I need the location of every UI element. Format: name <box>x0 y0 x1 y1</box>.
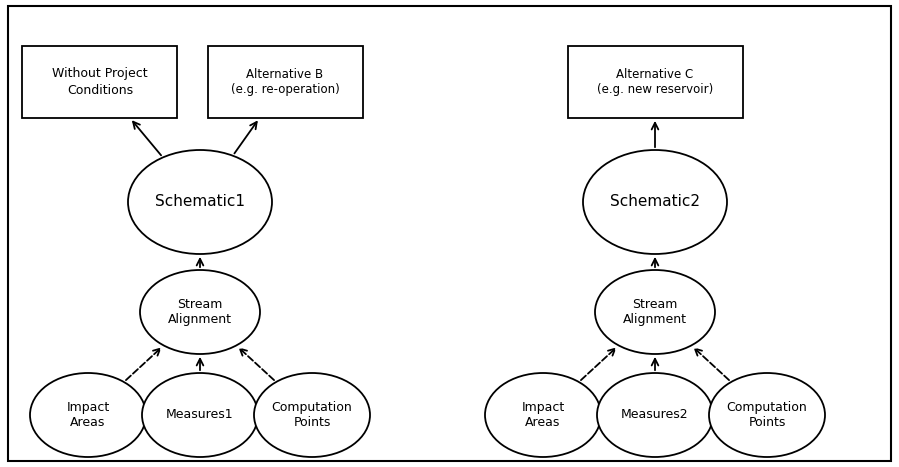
Text: Stream
Alignment: Stream Alignment <box>168 297 232 326</box>
Text: Stream
Alignment: Stream Alignment <box>623 297 687 326</box>
Text: Measures1: Measures1 <box>166 409 234 422</box>
Ellipse shape <box>140 270 260 354</box>
Text: Impact
Areas: Impact Areas <box>521 401 565 430</box>
Ellipse shape <box>597 373 713 457</box>
Ellipse shape <box>595 270 715 354</box>
Text: Schematic2: Schematic2 <box>610 194 700 210</box>
Ellipse shape <box>254 373 370 457</box>
Bar <box>567 46 743 118</box>
Text: Impact
Areas: Impact Areas <box>67 401 110 430</box>
Text: Measures2: Measures2 <box>621 409 689 422</box>
Ellipse shape <box>709 373 825 457</box>
Text: Computation
Points: Computation Points <box>726 401 807 430</box>
Ellipse shape <box>583 150 727 254</box>
Ellipse shape <box>485 373 601 457</box>
Text: Without Project
Conditions: Without Project Conditions <box>52 68 147 97</box>
Ellipse shape <box>30 373 146 457</box>
Text: Computation
Points: Computation Points <box>271 401 352 430</box>
Ellipse shape <box>128 150 272 254</box>
Bar <box>208 46 362 118</box>
Text: Alternative C
(e.g. new reservoir): Alternative C (e.g. new reservoir) <box>597 68 713 97</box>
Ellipse shape <box>142 373 258 457</box>
Text: Alternative B
(e.g. re-operation): Alternative B (e.g. re-operation) <box>231 68 340 97</box>
Bar <box>22 46 177 118</box>
Text: Schematic1: Schematic1 <box>155 194 245 210</box>
